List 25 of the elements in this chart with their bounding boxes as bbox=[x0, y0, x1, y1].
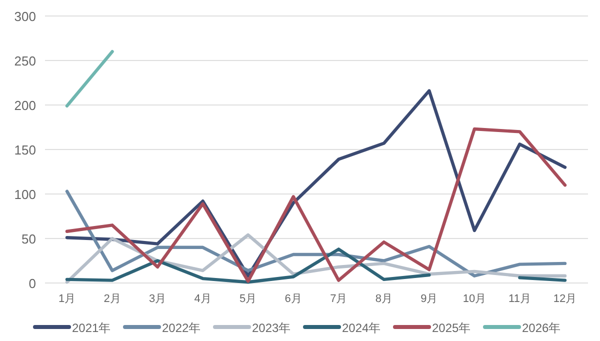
legend-label: 2024年 bbox=[342, 321, 381, 335]
y-tick-label: 0 bbox=[28, 276, 36, 291]
legend-label: 2021年 bbox=[72, 321, 111, 335]
legend-label: 2023年 bbox=[252, 321, 291, 335]
x-tick-label: 11月 bbox=[508, 293, 531, 305]
x-tick-label: 12月 bbox=[553, 293, 577, 305]
x-tick-label: 9月 bbox=[420, 293, 438, 305]
x-tick-label: 3月 bbox=[148, 293, 166, 305]
legend-label: 2026年 bbox=[522, 321, 561, 335]
y-tick-label: 150 bbox=[14, 142, 36, 158]
legend-label: 2025年 bbox=[432, 321, 471, 335]
x-tick-label: 5月 bbox=[240, 293, 257, 305]
x-tick-label: 10月 bbox=[462, 293, 486, 305]
x-tick-label: 4月 bbox=[194, 293, 212, 305]
y-tick-label: 200 bbox=[14, 98, 36, 113]
x-tick-label: 1月 bbox=[58, 293, 76, 305]
y-tick-label: 250 bbox=[14, 54, 36, 68]
x-tick-label: 8月 bbox=[375, 293, 392, 305]
y-tick-label: 100 bbox=[14, 187, 36, 202]
x-tick-label: 7月 bbox=[330, 293, 348, 305]
x-tick-label: 2月 bbox=[104, 293, 121, 305]
y-tick-label: 50 bbox=[22, 232, 36, 246]
y-tick-label: 300 bbox=[14, 9, 36, 24]
x-tick-label: 6月 bbox=[284, 293, 302, 305]
legend-label: 2022年 bbox=[162, 321, 201, 335]
